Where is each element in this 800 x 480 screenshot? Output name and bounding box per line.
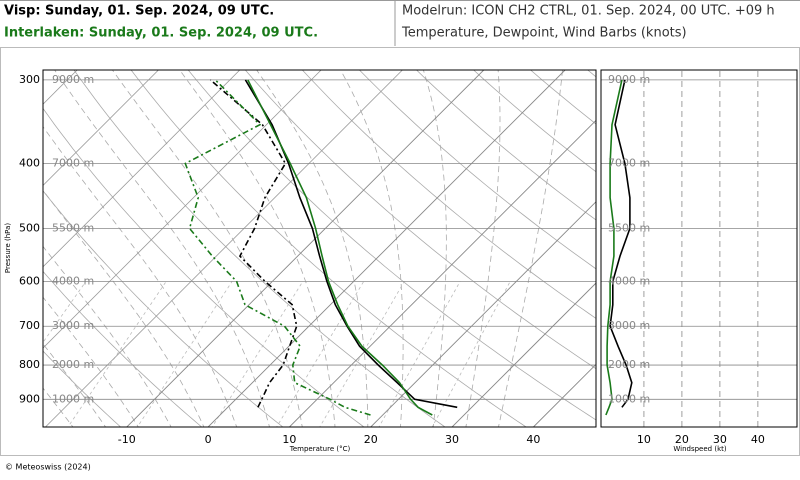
station-title: Interlaken: Sunday, 01. Sep. 2024, 09 UT… (4, 26, 318, 41)
height-label: 3000 m (52, 319, 94, 332)
isotherm (533, 363, 596, 427)
dewpoint-line (209, 79, 298, 408)
dry-adiabat (130, 70, 527, 427)
height-label: 9000 m (608, 73, 650, 86)
wind-area (601, 70, 797, 427)
isotherm (45, 70, 403, 427)
mixing-ratio-line (378, 281, 461, 427)
x-tick-label: 40 (526, 433, 540, 446)
skewt-frame (42, 69, 597, 428)
x-tick-label: 10 (637, 433, 651, 446)
y-axis-label: Pressure (hPa) (4, 223, 12, 273)
station-title: Visp: Sunday, 01. Sep. 2024, 09 UTC. (4, 4, 274, 19)
height-label: 7000 m (608, 157, 650, 170)
x-tick-label: 40 (751, 433, 765, 446)
dry-adiabat (43, 350, 122, 427)
isotherm (207, 70, 566, 427)
dewpoint-line (184, 79, 371, 416)
dry-adiabat (244, 70, 596, 370)
height-label: 2000 m (52, 358, 94, 371)
temperature-line (244, 79, 458, 409)
isotherm (43, 70, 159, 187)
moist-adiabat (498, 70, 563, 427)
y-tick-label: 800 (19, 358, 40, 371)
x-tick-label: 0 (205, 433, 212, 446)
skewt-area (43, 70, 596, 427)
dry-adiabat (43, 107, 365, 427)
windspeed-line (605, 79, 623, 416)
x-tick-label: 20 (364, 433, 378, 446)
height-label: 1000 m (52, 392, 94, 405)
height-label: 9000 m (52, 73, 94, 86)
mixing-ratio-line (67, 281, 167, 427)
x-tick-label: -10 (118, 433, 136, 446)
height-label: 1000 m (608, 392, 650, 405)
dry-adiabat (43, 190, 284, 427)
dry-adiabat (301, 70, 596, 319)
height-label: 7000 m (52, 157, 94, 170)
isotherm (289, 119, 596, 427)
mixing-ratio-line (136, 281, 233, 427)
height-label: 2000 m (608, 358, 650, 371)
moist-adiabat (43, 125, 238, 427)
footer: © Meteoswiss (2024) (5, 463, 91, 472)
isotherm (43, 70, 241, 268)
modelrun: Modelrun: ICON CH2 CTRL, 01. Sep. 2024, … (402, 4, 775, 19)
x-tick-label: 10 (282, 433, 296, 446)
isotherm (370, 201, 596, 427)
temperature-line (247, 79, 433, 416)
y-tick-label: 600 (19, 274, 40, 287)
dry-adiabat (187, 70, 596, 421)
subtitle: Temperature, Dewpoint, Wind Barbs (knots… (401, 26, 687, 41)
moist-adiabat (256, 70, 369, 427)
height-label: 4000 m (52, 274, 94, 287)
x-tick-label: 30 (445, 433, 459, 446)
dry-adiabat (358, 70, 596, 270)
y-tick-label: 500 (19, 221, 40, 234)
x-axis-label: Windspeed (kt) (673, 445, 726, 453)
mixing-ratio-line (276, 281, 365, 427)
dry-adiabat (473, 70, 596, 173)
height-label: 4000 m (608, 274, 650, 287)
wind-frame (600, 69, 798, 428)
moist-adiabat (43, 189, 205, 427)
mixing-ratio-line (431, 281, 511, 427)
isotherm (126, 70, 485, 427)
moist-adiabat (43, 245, 172, 427)
x-tick-label: 20 (675, 433, 689, 446)
y-tick-label: 400 (19, 157, 40, 170)
y-tick-label: 900 (19, 392, 40, 405)
isotherm (451, 282, 596, 427)
windspeed-line (609, 79, 633, 408)
y-tick-label: 700 (19, 319, 40, 332)
dry-adiabat (43, 270, 203, 427)
height-label: 3000 m (608, 319, 650, 332)
mixing-ratio-line (319, 281, 405, 427)
isotherm (43, 70, 322, 349)
dry-adiabat (415, 70, 596, 221)
height-label: 5500 m (52, 221, 94, 234)
y-tick-label: 300 (19, 73, 40, 86)
moist-adiabat (111, 70, 303, 427)
height-label: 5500 m (608, 221, 650, 234)
x-tick-label: 30 (713, 433, 727, 446)
x-axis-label: Temperature (°C) (289, 445, 351, 453)
moist-adiabat (54, 70, 270, 427)
